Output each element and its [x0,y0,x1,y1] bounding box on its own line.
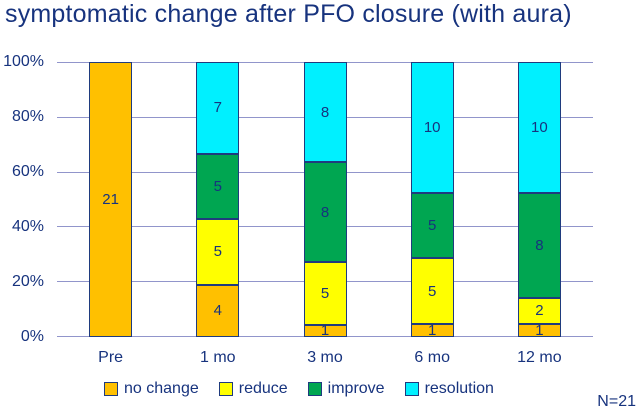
x-category-label: Pre [98,349,124,366]
segment-improve: 5 [196,153,240,220]
segment-value-label: 4 [213,302,222,320]
y-tick-label: 20% [11,273,44,290]
segment-value-label: 1 [428,321,437,339]
bar-1-mo: 4 5 5 7 [196,62,240,337]
legend-label: resolution [424,380,494,397]
x-category-label: 3 mo [307,349,343,366]
segment-resolution: 10 [517,62,561,193]
segment-resolution: 10 [410,62,454,193]
segment-value-label: 5 [213,243,222,261]
segment-value-label: 10 [423,119,441,136]
segment-no-change: 4 [196,284,240,337]
segment-reduce: 5 [303,262,347,325]
plot-area: 21 4 5 5 7 1 5 8 8 1 5 5 10 1 2 8 10 [57,62,593,340]
segment-value-label: 21 [102,191,119,208]
segment-reduce: 5 [196,219,240,285]
segment-value-label: 2 [535,302,544,320]
segment-no-change: 1 [517,321,561,339]
bar-12-mo: 1 2 8 10 [517,62,561,339]
segment-resolution: 8 [303,62,347,162]
x-category-label: 6 mo [414,349,450,366]
chart-title: symptomatic change after PFO closure (wi… [5,0,572,28]
segment-value-label: 8 [320,203,330,221]
segment-reduce: 2 [517,297,561,324]
segment-value-label: 10 [531,119,548,136]
segment-value-label: 5 [213,177,222,195]
legend-color-swatch [218,382,233,396]
segment-improve: 8 [517,192,561,298]
segment-no-change: 21 [89,62,133,337]
y-tick-label: 100% [3,53,44,70]
legend-color-swatch [104,382,118,396]
segment-value-label: 5 [428,217,437,235]
segment-no-change: 1 [410,321,454,339]
legend-label: improve [327,380,385,397]
y-tick-label: 40% [11,218,44,235]
segment-no-change: 1 [303,322,347,340]
legend-color-swatch [404,382,419,396]
y-tick-label: 60% [11,163,44,180]
x-category-label: 12 mo [517,349,562,366]
y-tick-label: 80% [11,108,44,125]
bar-6-mo: 1 5 5 10 [410,62,454,339]
legend-label: no change [124,380,199,397]
legend-item-improve: improve [307,380,385,398]
segment-resolution: 7 [196,62,240,154]
segment-value-label: 5 [320,284,330,302]
legend-color-swatch [307,382,322,396]
segment-value-label: 7 [213,99,222,117]
x-axis: Pre 1 mo 3 mo 6 mo 12 mo [57,349,593,369]
legend-item-no-change: no change [104,380,199,398]
segment-value-label: 1 [320,322,330,340]
y-tick-label: 0% [20,328,44,345]
segment-improve: 5 [410,192,454,259]
segment-value-label: 8 [535,236,544,254]
legend-item-resolution: resolution [404,380,494,398]
legend: no change reduce improve resolution [104,380,494,398]
bar-pre: 21 [89,62,133,337]
segment-reduce: 5 [410,258,454,324]
legend-label: reduce [238,380,288,397]
sample-size-note: N=21 [597,393,636,410]
x-category-label: 1 mo [200,349,236,366]
y-axis: 0% 20% 40% 60% 80% 100% [0,53,50,345]
segment-improve: 8 [303,162,347,262]
segment-value-label: 5 [428,282,437,300]
segment-value-label: 8 [320,103,330,121]
segment-value-label: 1 [535,321,544,339]
legend-item-reduce: reduce [218,380,288,398]
